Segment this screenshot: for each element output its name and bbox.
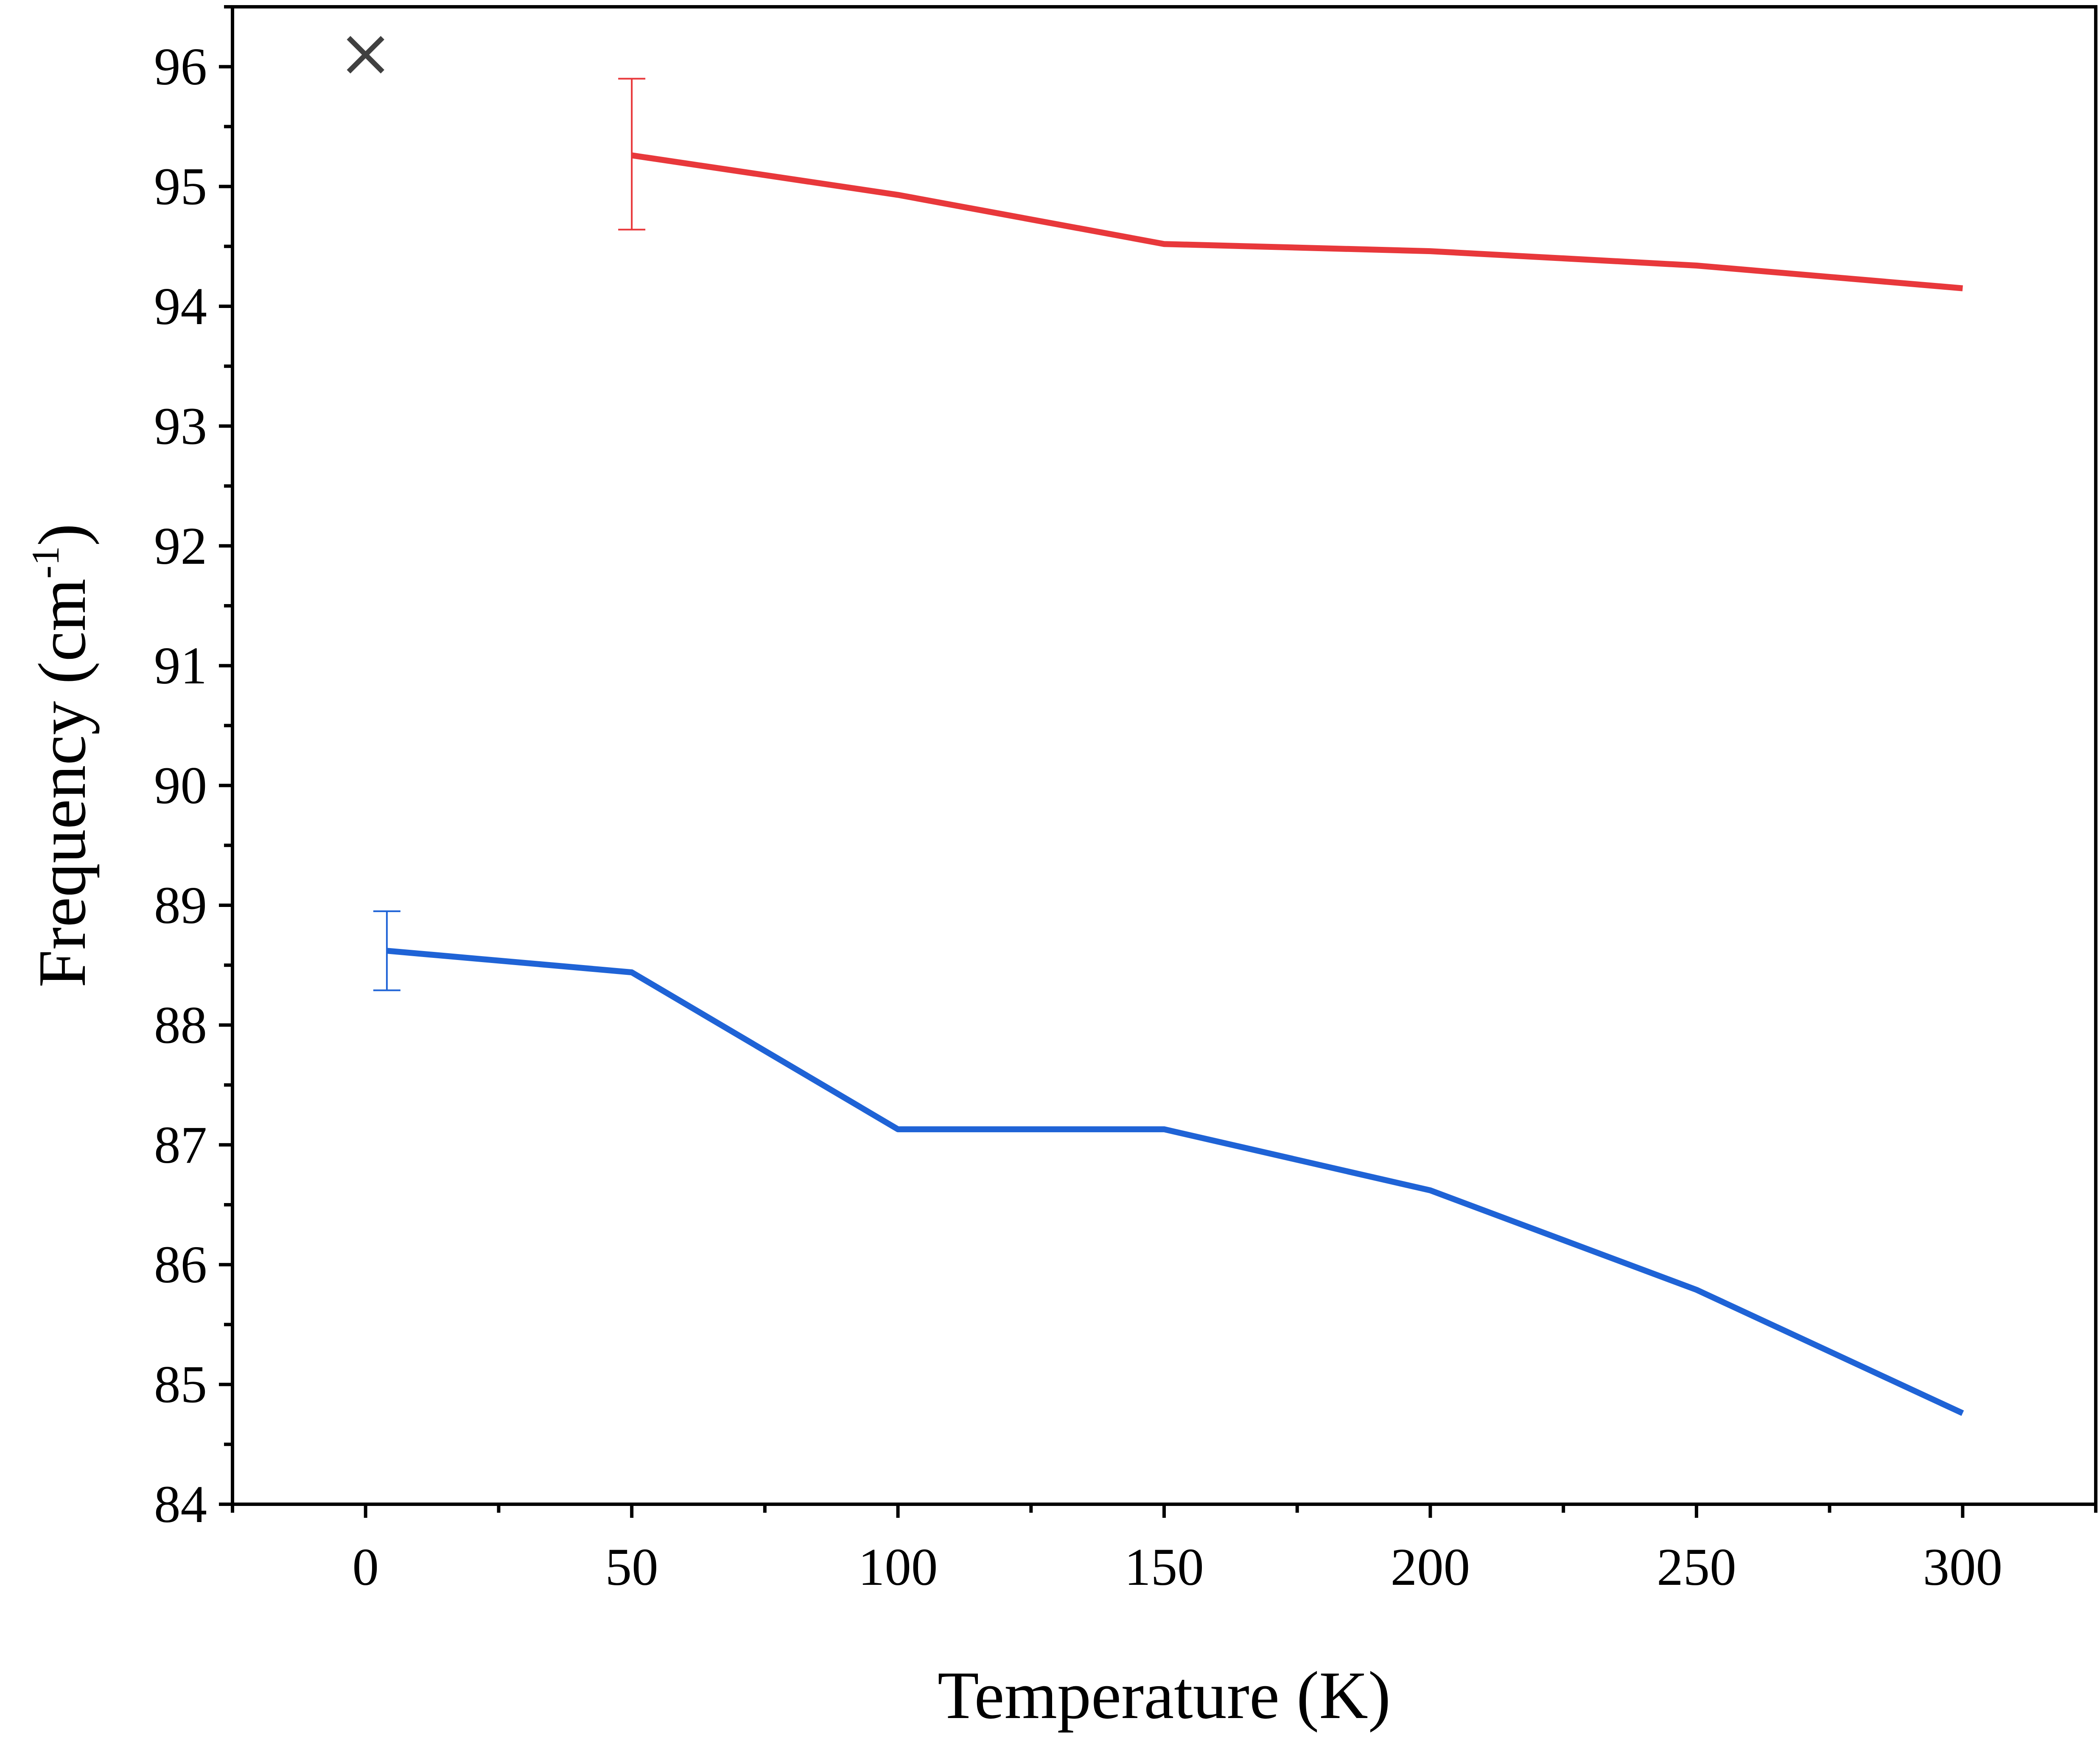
cross-marker: [347, 36, 384, 74]
y-axis-title-superscript: -1: [24, 546, 67, 579]
y-axis-title-suffix: ): [24, 523, 100, 546]
y-tick-label: 91: [154, 637, 207, 695]
marker-layer: [347, 36, 384, 74]
y-tick-label: 96: [154, 38, 207, 96]
series-layer: [373, 78, 1964, 1416]
y-tick-label: 94: [154, 277, 207, 336]
y-axis-title: Frequency (cm-1): [24, 523, 100, 988]
y-tick-label: 84: [154, 1475, 207, 1534]
series-line-1: [631, 152, 1963, 291]
y-axis-ticks: 84 85 86 87 88 89 90 91 92 93 94 95 96: [154, 5, 232, 1534]
x-tick-label: 100: [858, 1538, 938, 1597]
y-tick-label: 90: [154, 757, 207, 815]
x-tick-label: 250: [1657, 1538, 1736, 1597]
y-axis-title-text: Frequency (cm: [24, 579, 100, 988]
y-tick-label: 88: [154, 996, 207, 1055]
x-tick-label: 0: [352, 1538, 379, 1597]
y-tick-label: 95: [154, 158, 207, 216]
plot-frame: [231, 5, 2097, 1506]
y-tick-label: 89: [154, 876, 207, 935]
y-tick-label: 85: [154, 1356, 207, 1414]
y-tick-label: 92: [154, 517, 207, 576]
y-tick-label: 93: [154, 397, 207, 456]
y-tick-label: 86: [154, 1236, 207, 1294]
y-tick-label: 87: [154, 1116, 207, 1175]
x-tick-label: 150: [1124, 1538, 1204, 1597]
series-line-2: [386, 948, 1964, 1416]
x-axis-ticks: 0 50 100 150 200 250 300: [231, 1504, 2097, 1597]
x-tick-label: 50: [605, 1538, 658, 1597]
x-axis-title: Temperature (K): [938, 1657, 1391, 1733]
x-tick-label: 300: [1923, 1538, 2003, 1597]
x-tick-label: 200: [1391, 1538, 1470, 1597]
cross-marker-stroke: [347, 36, 384, 74]
